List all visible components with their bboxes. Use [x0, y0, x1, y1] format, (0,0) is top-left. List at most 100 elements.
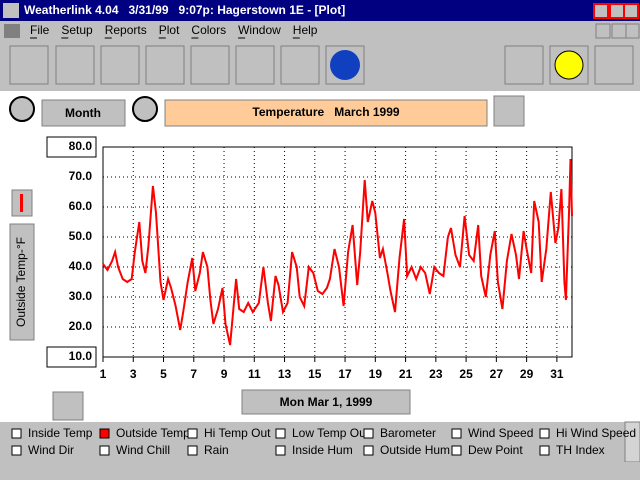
tool-button[interactable]: [145, 45, 185, 85]
menu-item[interactable]: File: [30, 23, 50, 37]
sensor-checkbox[interactable]: [539, 445, 550, 456]
x-tick-label: 19: [369, 367, 383, 381]
y-tick-label: 60.0: [69, 199, 93, 213]
y-label-button[interactable]: [9, 223, 35, 341]
toolbar: [0, 41, 640, 91]
y-tick-label: 80.0: [69, 139, 93, 153]
x-tick-label: 25: [459, 367, 473, 381]
help-icon: [554, 50, 584, 80]
x-tick-label: 9: [221, 367, 228, 381]
lock-button[interactable]: [52, 391, 84, 421]
tool-button[interactable]: [280, 45, 320, 85]
y-tick-label: 20.0: [69, 319, 93, 333]
sensor-label: Rain: [204, 443, 229, 457]
sensor-checkbox[interactable]: [451, 428, 462, 439]
sensor-checkbox[interactable]: [99, 428, 110, 439]
x-tick-label: 15: [308, 367, 322, 381]
sensor-label: Wind Dir: [28, 443, 74, 457]
menu-item[interactable]: Colors: [191, 23, 226, 37]
menu-bar: [0, 21, 640, 41]
x-tick-label: 1: [100, 367, 107, 381]
y-tick-box: [46, 136, 97, 158]
sensor-checkbox[interactable]: [275, 428, 286, 439]
sensor-label: Barometer: [380, 426, 436, 440]
sensor-label: Dew Point: [468, 443, 523, 457]
sensor-checkbox[interactable]: [275, 445, 286, 456]
tool-button[interactable]: [100, 45, 140, 85]
zoom-in[interactable]: [9, 96, 35, 122]
sensor-label: Inside Temp: [28, 426, 93, 440]
x-tick-label: 29: [520, 367, 534, 381]
x-tick-label: 5: [160, 367, 167, 381]
line-color-swatch: [20, 194, 23, 212]
sensor-checkbox[interactable]: [539, 428, 550, 439]
doc-icon[interactable]: [4, 24, 20, 38]
plot: 10.0 20.0 30.0 40.0 50.0 60.0 70.0 80.0 1 3 5 7 9 11 1…: [46, 136, 573, 381]
x-tick-label: 21: [399, 367, 413, 381]
title-bar: [0, 0, 640, 21]
menu-item[interactable]: Window: [238, 23, 281, 37]
sensor-checkbox[interactable]: [99, 445, 110, 456]
y-tick-box: [46, 346, 97, 368]
y-tick-label: 70.0: [69, 169, 93, 183]
sensor-checkbox[interactable]: [187, 445, 198, 456]
sensor-label: TH Index: [556, 443, 605, 457]
sensor-label: Hi Wind Speed: [556, 426, 636, 440]
sensor-label: Low Temp Out: [292, 426, 370, 440]
tool-button[interactable]: [235, 45, 275, 85]
doc-restore-2[interactable]: [611, 23, 627, 39]
chart-title: Temperature March 1999: [252, 105, 400, 119]
sensor-label: Wind Chill: [116, 443, 170, 457]
temperature-line: [102, 158, 573, 346]
x-tick-label: 31: [550, 367, 564, 381]
chart-title-box: [164, 99, 488, 127]
menu-item[interactable]: Setup: [61, 23, 93, 37]
y-axis-label: Outside Temp-°F: [14, 237, 28, 327]
window-title: Weatherlink 4.04 3/31/99 9:07p: Hagersto…: [24, 3, 345, 17]
doc-close[interactable]: [625, 23, 640, 39]
exit-button[interactable]: [594, 45, 634, 85]
range-button-label: Month: [65, 106, 101, 120]
range-button[interactable]: [41, 99, 126, 127]
menu-item[interactable]: Reports: [105, 23, 147, 37]
x-tick-label: 7: [190, 367, 197, 381]
menu-item[interactable]: Plot: [159, 23, 180, 37]
sensor-label: Hi Temp Out: [204, 426, 271, 440]
sensor-checkbox[interactable]: [11, 445, 22, 456]
x-tick-label: 23: [429, 367, 443, 381]
tool-button[interactable]: [55, 45, 95, 85]
print-button[interactable]: [504, 45, 544, 85]
sensor-checkbox[interactable]: [11, 428, 22, 439]
toolbar-buttons: [9, 45, 634, 85]
app-icon[interactable]: [3, 3, 19, 18]
sensor-checkbox[interactable]: [363, 445, 374, 456]
sensor-checkbox[interactable]: [451, 445, 462, 456]
sensor-label: Outside Temp: [116, 426, 190, 440]
date-button[interactable]: [241, 389, 411, 415]
noaa-icon: [330, 50, 360, 80]
y-tick-label: 10.0: [69, 349, 93, 363]
maximize-button[interactable]: [609, 3, 625, 19]
doc-restore[interactable]: [595, 23, 611, 39]
sensor-checkbox[interactable]: [187, 428, 198, 439]
date-button-label: Mon Mar 1, 1999: [280, 395, 373, 409]
x-tick-label: 11: [248, 367, 261, 381]
zoom-out[interactable]: [132, 96, 158, 122]
status-bar: [0, 462, 640, 480]
tool-button[interactable]: [190, 45, 230, 85]
x-tick-label: 3: [130, 367, 137, 381]
close-button[interactable]: [623, 3, 639, 19]
sensor-checkbox[interactable]: [363, 428, 374, 439]
menu: File Setup Reports Plot Colors Window Help: [30, 23, 318, 39]
y-tick-label: 30.0: [69, 289, 93, 303]
tool-button[interactable]: [9, 45, 49, 85]
x-tick-label: 27: [490, 367, 504, 381]
y-tick-label: 40.0: [69, 259, 93, 273]
erase-button[interactable]: [493, 95, 525, 127]
sensor-label: Outside Hum: [380, 443, 450, 457]
y-tick-label: 50.0: [69, 229, 93, 243]
x-tick-label: 17: [338, 367, 352, 381]
menu-item[interactable]: Help: [293, 23, 318, 37]
minimize-button[interactable]: [593, 3, 609, 19]
